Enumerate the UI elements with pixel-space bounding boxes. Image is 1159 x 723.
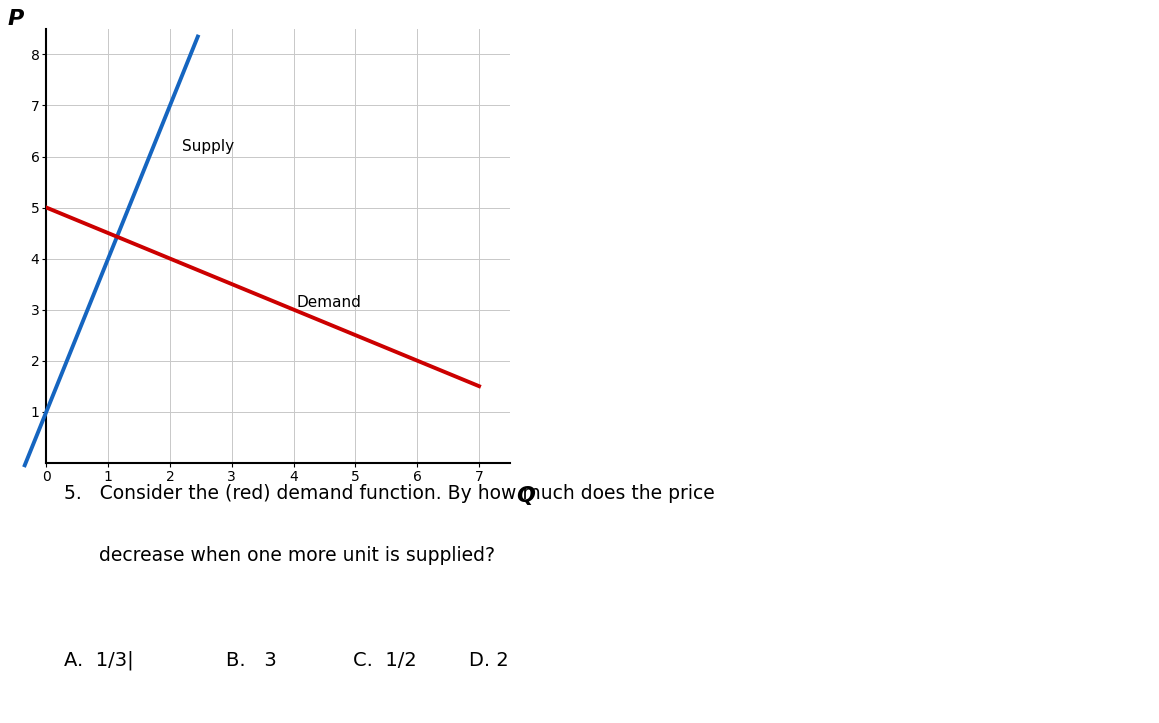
Text: Q: Q [516, 486, 534, 506]
Text: A.  1/3|: A. 1/3| [64, 651, 133, 670]
Text: 5.   Consider the (red) demand function. By how much does the price: 5. Consider the (red) demand function. B… [64, 484, 714, 503]
Text: D. 2: D. 2 [469, 651, 509, 669]
Text: Supply: Supply [182, 140, 234, 155]
Text: decrease when one more unit is supplied?: decrease when one more unit is supplied? [99, 546, 495, 565]
Text: P: P [7, 9, 23, 29]
Text: Demand: Demand [297, 295, 362, 310]
Text: C.  1/2: C. 1/2 [353, 651, 417, 669]
Text: B.   3: B. 3 [226, 651, 277, 669]
